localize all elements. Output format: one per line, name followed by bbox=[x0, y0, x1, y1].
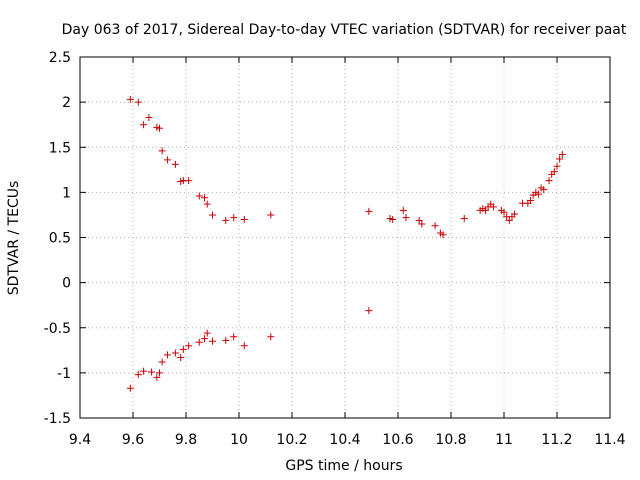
series-later bbox=[365, 150, 566, 315]
data-point bbox=[222, 216, 230, 224]
x-tick-label: 11.2 bbox=[541, 432, 572, 448]
y-tick-label: 0 bbox=[62, 276, 71, 292]
data-point bbox=[201, 335, 209, 343]
axes: 9.4 9.6 9.8 10 10.2 10.4 10.6 10.8 11 11.2 11.4-1.… bbox=[44, 50, 626, 448]
x-tick-label: 10.2 bbox=[276, 432, 307, 448]
y-axis-label: SDTVAR / TECUs bbox=[6, 181, 22, 296]
data-point bbox=[439, 231, 447, 239]
data-point bbox=[185, 177, 193, 185]
data-point bbox=[156, 369, 163, 377]
y-tick-label: 2 bbox=[62, 95, 71, 111]
data-point bbox=[134, 371, 142, 379]
grid-lines bbox=[80, 57, 610, 418]
series-lower bbox=[126, 329, 275, 392]
data-point bbox=[500, 208, 508, 216]
data-point bbox=[230, 333, 238, 341]
x-tick-label: 10.4 bbox=[329, 432, 360, 448]
data-point bbox=[163, 351, 171, 359]
data-point bbox=[240, 342, 248, 350]
data-point bbox=[505, 216, 513, 224]
data-point bbox=[365, 207, 373, 215]
data-point bbox=[511, 210, 519, 218]
data-point bbox=[126, 95, 134, 103]
x-tick-label: 11 bbox=[495, 432, 513, 448]
y-tick-label: 2.5 bbox=[49, 50, 71, 66]
data-point bbox=[158, 147, 166, 155]
data-point bbox=[171, 349, 179, 357]
data-point bbox=[550, 168, 558, 176]
data-point bbox=[201, 194, 209, 202]
x-tick-label: 9.8 bbox=[175, 432, 197, 448]
data-point bbox=[171, 160, 179, 168]
data-point bbox=[185, 342, 193, 350]
data-point bbox=[230, 214, 238, 222]
data-point bbox=[209, 211, 216, 219]
y-tick-label: -1 bbox=[57, 366, 71, 382]
x-axis-label: GPS time / hours bbox=[285, 458, 402, 474]
data-point bbox=[203, 200, 211, 208]
data-point bbox=[540, 186, 548, 194]
data-point bbox=[222, 336, 230, 344]
x-tick-label: 10 bbox=[230, 432, 248, 448]
data-point bbox=[126, 384, 134, 392]
data-point bbox=[527, 196, 534, 204]
data-point bbox=[556, 155, 564, 163]
data-point bbox=[240, 215, 248, 223]
data-point bbox=[489, 203, 497, 211]
data-point bbox=[402, 214, 410, 222]
data-points bbox=[126, 95, 566, 392]
data-point bbox=[431, 222, 439, 230]
x-tick-label: 9.6 bbox=[122, 432, 144, 448]
chart-title: Day 063 of 2017, Sidereal Day-to-day VTE… bbox=[62, 22, 627, 38]
y-tick-label: 1 bbox=[62, 185, 71, 201]
data-point bbox=[158, 358, 166, 366]
x-tick-label: 10.8 bbox=[435, 432, 466, 448]
data-point bbox=[195, 338, 203, 346]
data-point bbox=[195, 192, 203, 200]
x-tick-label: 9.4 bbox=[69, 432, 91, 448]
data-point bbox=[140, 367, 148, 375]
data-point bbox=[148, 368, 156, 376]
data-point bbox=[140, 121, 148, 129]
data-point bbox=[145, 113, 153, 121]
data-point bbox=[558, 150, 566, 158]
data-point bbox=[399, 206, 407, 214]
y-tick-label: 0.5 bbox=[49, 231, 71, 247]
data-point bbox=[534, 190, 542, 198]
y-tick-label: -0.5 bbox=[44, 321, 71, 337]
y-tick-label: -1.5 bbox=[44, 411, 71, 427]
data-point bbox=[545, 177, 553, 185]
data-point bbox=[267, 211, 275, 219]
data-point bbox=[163, 156, 171, 164]
data-point bbox=[153, 373, 161, 381]
data-point bbox=[365, 307, 373, 315]
data-point bbox=[267, 333, 275, 341]
data-point bbox=[134, 98, 142, 106]
data-point bbox=[179, 345, 187, 353]
series-upper bbox=[126, 95, 275, 224]
x-tick-label: 11.4 bbox=[594, 432, 625, 448]
x-tick-label: 10.6 bbox=[382, 432, 413, 448]
data-point bbox=[203, 329, 211, 337]
data-point bbox=[415, 216, 423, 224]
data-point bbox=[418, 220, 426, 228]
data-point bbox=[156, 124, 163, 132]
data-point bbox=[389, 215, 397, 223]
data-point bbox=[553, 162, 561, 170]
data-point bbox=[177, 354, 185, 362]
y-tick-label: 1.5 bbox=[49, 140, 71, 156]
data-point bbox=[209, 337, 216, 345]
data-point bbox=[460, 215, 468, 223]
data-point bbox=[481, 206, 489, 214]
